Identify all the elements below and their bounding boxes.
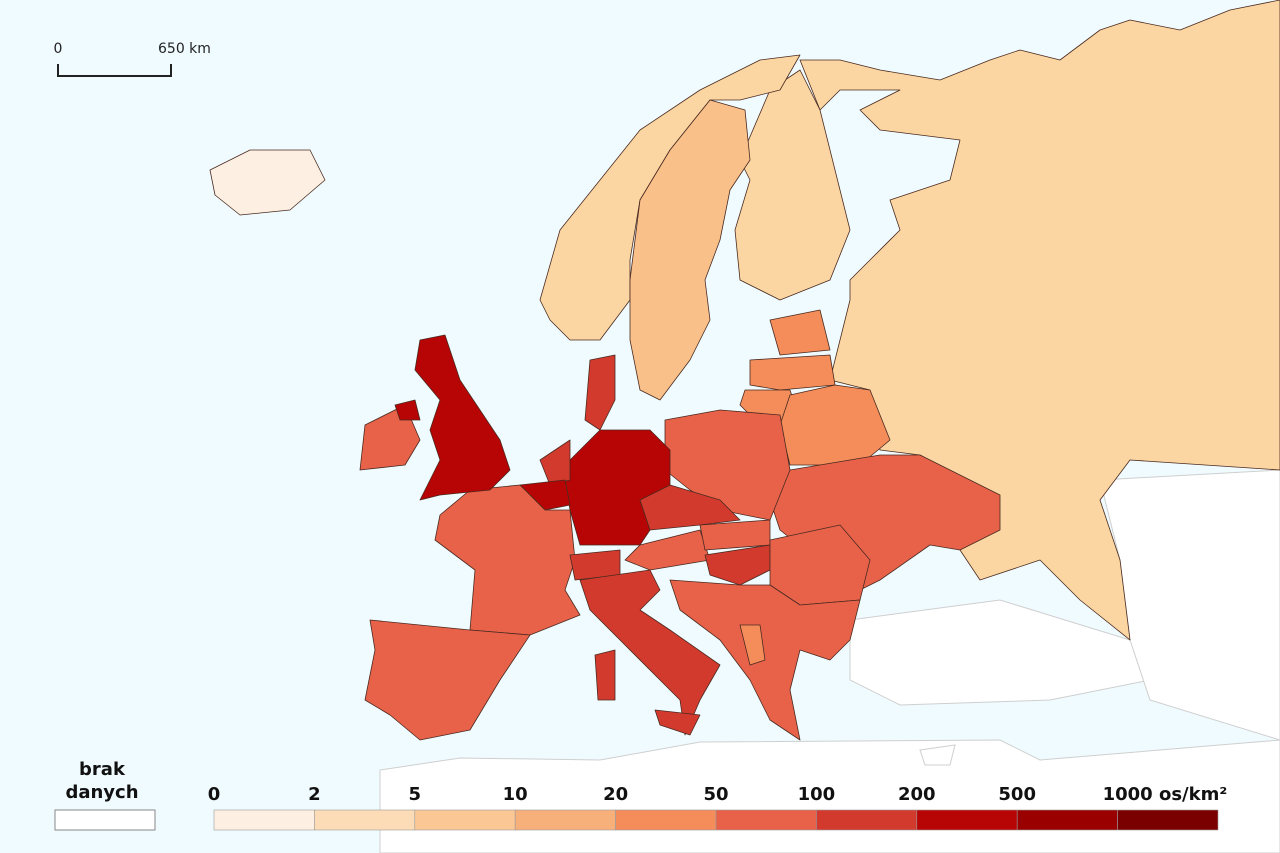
legend-label: 0 [208,784,221,805]
legend-swatch [816,809,918,831]
legend-label: 5 [409,784,422,805]
legend-swatch [414,809,516,831]
legend-label: 2 [308,784,321,805]
no-data-swatch [54,809,156,831]
legend-label: 500 [998,784,1036,805]
legend-swatch [1016,809,1118,831]
scale-label: 0 [54,41,63,57]
legend-label: 10 [503,784,528,805]
legend-swatch [715,809,817,831]
legend-label: 50 [703,784,728,805]
legend-swatch [916,809,1018,831]
legend-swatch [514,809,616,831]
legend-label: 1000 os/km² [1103,784,1228,805]
countries [209,0,1280,741]
legend-label: 20 [603,784,628,805]
legend-swatch [1117,809,1219,831]
scale-bar: 0 650 km [54,41,211,77]
legend-label: 100 [798,784,836,805]
legend-swatch [314,809,416,831]
no-data-label: brak danych [65,759,138,803]
scale-label: 650 km [158,41,211,57]
legend-swatch [615,809,717,831]
legend-swatch [213,809,315,831]
legend-label: 200 [898,784,936,805]
